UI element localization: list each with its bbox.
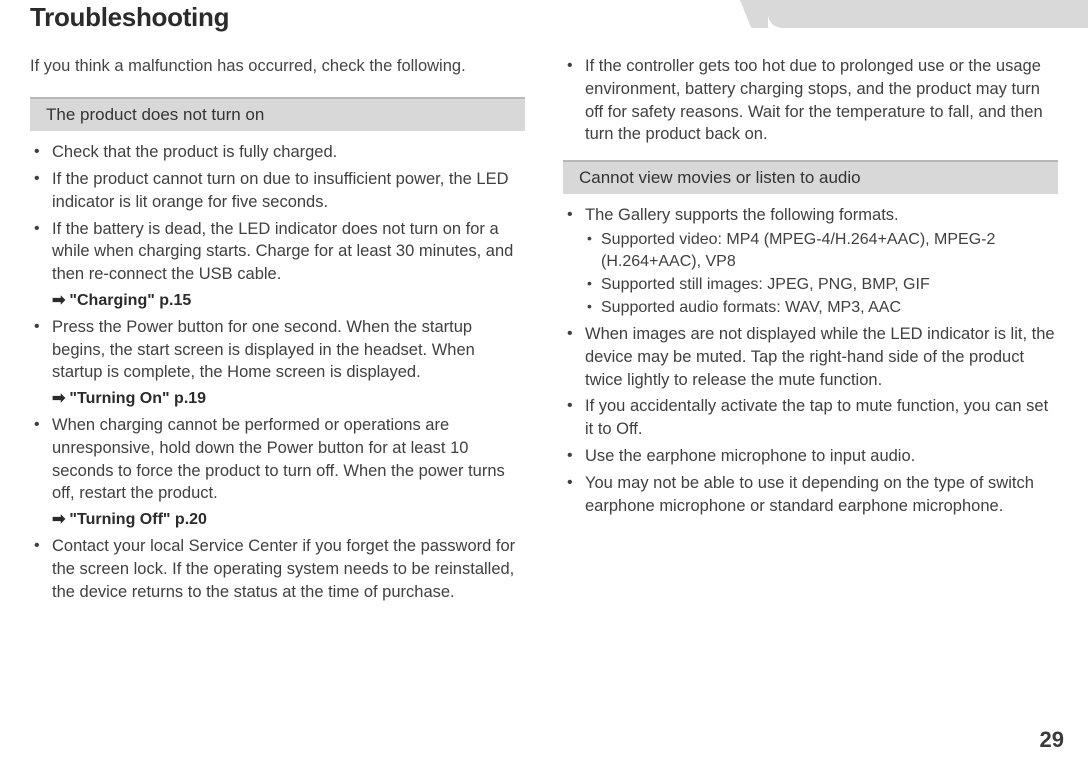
cross-reference: ➡"Turning Off" p.20 — [30, 509, 525, 529]
bullet-list: If the controller gets too hot due to pr… — [563, 55, 1058, 146]
list-item: If the battery is dead, the LED indicato… — [30, 218, 525, 286]
sub-list-item: Supported still images: JPEG, PNG, BMP, … — [585, 274, 1058, 296]
bullet-list: Contact your local Service Center if you… — [30, 535, 525, 603]
cross-reference: ➡"Turning On" p.19 — [30, 388, 525, 408]
intro-text: If you think a malfunction has occurred,… — [30, 55, 525, 77]
list-item: The Gallery supports the following forma… — [563, 204, 1058, 319]
list-item: Use the earphone microphone to input aud… — [563, 445, 1058, 468]
bullet-list: Press the Power button for one second. W… — [30, 316, 525, 384]
right-column: If the controller gets too hot due to pr… — [563, 55, 1058, 608]
ref-text: "Turning Off" p.20 — [69, 511, 207, 528]
list-item: Press the Power button for one second. W… — [30, 316, 525, 384]
list-item: You may not be able to use it depending … — [563, 472, 1058, 518]
page-number: 29 — [1040, 727, 1064, 753]
bullet-list: Check that the product is fully charged.… — [30, 141, 525, 286]
cross-reference: ➡"Charging" p.15 — [30, 290, 525, 310]
section-header-media: Cannot view movies or listen to audio — [563, 160, 1058, 194]
list-item: Check that the product is fully charged. — [30, 141, 525, 164]
left-column: If you think a malfunction has occurred,… — [30, 55, 525, 608]
sub-bullet-list: Supported video: MP4 (MPEG-4/H.264+AAC),… — [585, 229, 1058, 319]
content-columns: If you think a malfunction has occurred,… — [30, 55, 1058, 608]
ref-text: "Turning On" p.19 — [69, 390, 206, 407]
ref-text: "Charging" p.15 — [69, 292, 191, 309]
arrow-icon: ➡ — [52, 511, 65, 528]
list-item: If the controller gets too hot due to pr… — [563, 55, 1058, 146]
list-item: When charging cannot be performed or ope… — [30, 414, 525, 505]
list-item-text: The Gallery supports the following forma… — [585, 206, 899, 224]
list-item: Contact your local Service Center if you… — [30, 535, 525, 603]
sub-list-item: Supported video: MP4 (MPEG-4/H.264+AAC),… — [585, 229, 1058, 273]
list-item: If you accidentally activate the tap to … — [563, 395, 1058, 441]
bullet-list: When charging cannot be performed or ope… — [30, 414, 525, 505]
section-header-power: The product does not turn on — [30, 97, 525, 131]
arrow-icon: ➡ — [52, 292, 65, 309]
sub-list-item: Supported audio formats: WAV, MP3, AAC — [585, 297, 1058, 319]
arrow-icon: ➡ — [52, 390, 65, 407]
chapter-tab — [768, 0, 1088, 28]
bullet-list: The Gallery supports the following forma… — [563, 204, 1058, 517]
list-item: When images are not displayed while the … — [563, 323, 1058, 391]
list-item: If the product cannot turn on due to ins… — [30, 168, 525, 214]
